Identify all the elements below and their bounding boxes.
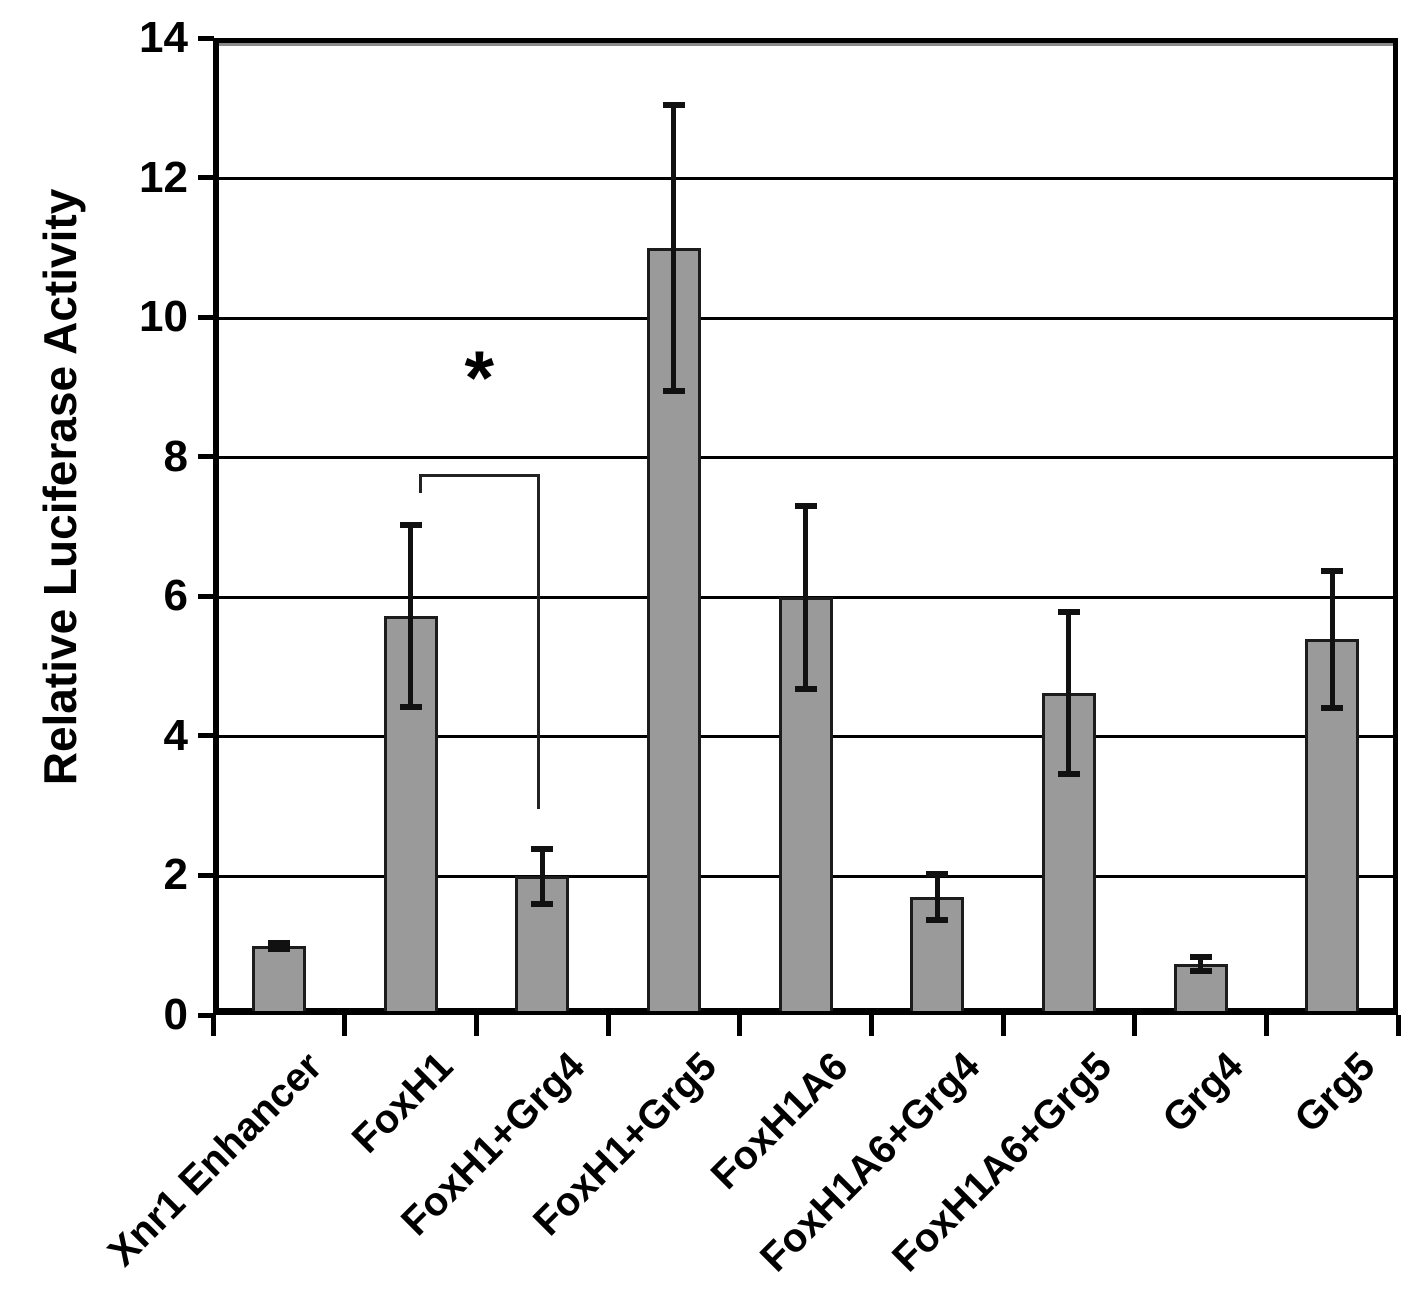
x-axis-tick — [1395, 1015, 1401, 1036]
y-tick-label: 14 — [139, 13, 188, 62]
y-axis-tick — [198, 1012, 214, 1018]
x-axis-tick — [737, 1015, 743, 1036]
error-bar-line — [1329, 570, 1335, 708]
error-bar-cap-top — [794, 502, 817, 509]
error-bar-line — [1198, 956, 1203, 971]
error-bar-cap-bottom — [531, 901, 554, 908]
y-tick-label: 0 — [163, 990, 188, 1039]
bar-xnr1-enhancer — [251, 946, 306, 1011]
error-bar-cap-top — [399, 522, 422, 529]
error-bar-line — [803, 505, 808, 689]
y-axis-tick — [198, 454, 214, 460]
bar-foxh1-grg5 — [646, 248, 701, 1011]
error-bar-line — [408, 525, 413, 707]
sig-bracket-left-tick — [418, 474, 422, 493]
plot-frame-shadow — [219, 43, 1393, 46]
y-tick-label: 6 — [163, 571, 188, 621]
x-axis-tick — [1000, 1015, 1006, 1036]
x-label-foxh1: FoxH1 — [344, 1044, 462, 1162]
error-bar-cap-top — [267, 940, 290, 947]
x-label-grg4: Grg4 — [1154, 1044, 1252, 1142]
y-tick-label: 4 — [163, 710, 188, 760]
y-tick-label: 12 — [139, 152, 188, 202]
y-tick-label: 8 — [163, 431, 188, 481]
gridline — [219, 316, 1393, 320]
gridline — [219, 456, 1393, 460]
x-label-foxh1a6-grg4: FoxH1A6+Grg4 — [752, 1044, 989, 1281]
error-bar-line — [539, 848, 545, 905]
error-bar-cap-bottom — [1057, 770, 1080, 777]
x-axis-tick — [210, 1015, 216, 1036]
error-bar-cap-top — [531, 845, 554, 852]
sig-asterisk: * — [464, 336, 495, 422]
y-axis-tick — [198, 35, 214, 41]
x-axis-tick — [1132, 1015, 1138, 1036]
error-bar-line — [671, 105, 677, 392]
error-bar-cap-bottom — [926, 917, 949, 924]
error-bar-cap-bottom — [662, 388, 685, 395]
y-axis-tick — [198, 175, 214, 181]
sig-bracket-top — [418, 474, 541, 478]
x-axis-tick — [1263, 1015, 1269, 1036]
x-label-grg5: Grg5 — [1286, 1044, 1384, 1142]
y-tick-label: 2 — [163, 850, 188, 900]
x-axis-tick — [868, 1015, 874, 1036]
x-label-xnr1-enhancer: Xnr1 Enhancer — [99, 1044, 330, 1275]
x-label-foxh1a6-grg5: FoxH1A6+Grg5 — [883, 1044, 1120, 1281]
gridline — [219, 177, 1393, 181]
bar-foxh1 — [383, 616, 438, 1011]
y-axis-tick — [198, 733, 214, 739]
x-axis-tick — [342, 1015, 348, 1036]
x-axis-tick — [473, 1015, 479, 1036]
sig-bracket-right-drop — [537, 474, 541, 810]
error-bar-cap-top — [1057, 608, 1080, 615]
plot-area: * — [213, 38, 1398, 1015]
y-axis-tick — [198, 314, 214, 320]
error-bar-line — [1066, 611, 1072, 774]
y-axis-tick — [198, 593, 214, 599]
error-bar-cap-bottom — [399, 703, 422, 710]
y-tick-label: 10 — [139, 292, 188, 342]
y-axis-title: Relative Luciferase Activity — [34, 188, 86, 786]
error-bar-cap-top — [662, 102, 685, 109]
error-bar-cap-bottom — [1189, 967, 1212, 974]
error-bar-cap-top — [1321, 567, 1344, 574]
error-bar-cap-bottom — [267, 946, 290, 952]
error-bar-line — [934, 874, 940, 921]
x-axis-tick — [605, 1015, 611, 1036]
error-bar-cap-bottom — [1321, 704, 1344, 711]
error-bar-cap-top — [926, 871, 949, 878]
error-bar-cap-bottom — [794, 685, 817, 692]
y-axis-tick — [198, 872, 214, 878]
error-bar-cap-top — [1189, 953, 1212, 960]
